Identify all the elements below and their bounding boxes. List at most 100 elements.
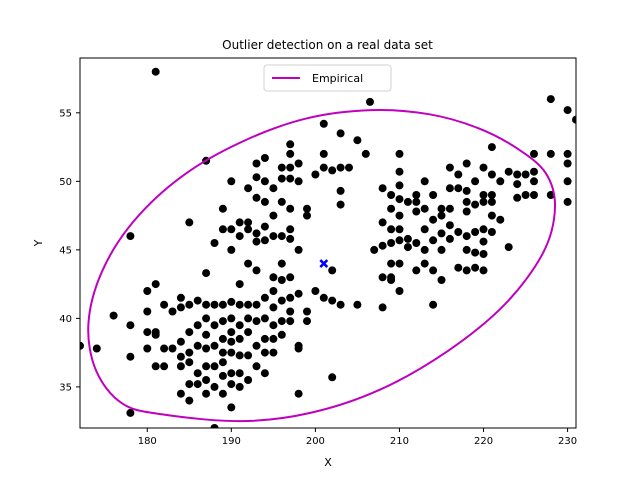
data-point xyxy=(471,177,480,186)
data-point xyxy=(80,341,84,350)
data-point xyxy=(445,184,454,193)
data-point xyxy=(437,276,446,284)
data-point xyxy=(572,115,576,124)
data-point xyxy=(412,191,421,199)
x-tick-label: 230 xyxy=(558,436,577,447)
data-point xyxy=(244,328,253,337)
data-point xyxy=(218,358,227,367)
data-point xyxy=(260,197,269,206)
data-point xyxy=(252,362,261,371)
data-point xyxy=(210,341,219,350)
data-point xyxy=(151,362,160,371)
data-point xyxy=(479,197,488,206)
data-point xyxy=(277,317,286,326)
data-point xyxy=(143,344,152,353)
data-point xyxy=(395,287,404,295)
legend: Empirical xyxy=(263,64,392,92)
data-point xyxy=(487,170,496,179)
data-point xyxy=(437,211,446,220)
plot-area xyxy=(80,67,576,428)
data-point xyxy=(235,300,244,309)
empirical-ellipse xyxy=(87,108,557,423)
data-point xyxy=(471,263,480,272)
data-point xyxy=(269,321,278,330)
data-point xyxy=(185,396,194,405)
data-point xyxy=(303,317,311,326)
data-point xyxy=(521,170,530,179)
data-point xyxy=(168,344,177,353)
data-point xyxy=(336,163,345,172)
data-point xyxy=(387,225,396,234)
data-point xyxy=(168,307,177,316)
data-point xyxy=(176,337,185,346)
data-point xyxy=(109,311,118,320)
data-point xyxy=(269,232,278,241)
y-tick-label: 55 xyxy=(59,108,72,119)
data-point xyxy=(218,334,227,343)
data-point xyxy=(286,140,295,149)
data-point xyxy=(319,163,328,172)
data-point xyxy=(454,170,463,179)
data-point xyxy=(361,149,370,158)
data-point xyxy=(445,234,454,243)
data-point xyxy=(487,197,496,206)
data-point xyxy=(429,215,438,224)
data-point xyxy=(185,348,194,357)
data-point xyxy=(471,228,480,236)
data-point xyxy=(420,259,429,268)
data-point xyxy=(277,197,286,206)
center-marker xyxy=(319,259,329,268)
data-point xyxy=(227,225,236,234)
data-point xyxy=(412,266,421,275)
data-point xyxy=(387,204,396,213)
data-point xyxy=(260,293,269,302)
data-point xyxy=(252,237,261,246)
data-point xyxy=(403,234,412,243)
data-point xyxy=(193,380,202,389)
data-point xyxy=(269,184,278,193)
data-point xyxy=(160,344,169,353)
data-point xyxy=(269,334,278,343)
data-point xyxy=(294,159,303,168)
data-point xyxy=(185,380,194,389)
data-point xyxy=(319,119,328,128)
data-point xyxy=(252,193,261,202)
data-point xyxy=(210,300,219,309)
data-point xyxy=(479,191,488,199)
data-point xyxy=(563,159,572,168)
data-point xyxy=(227,380,236,389)
y-tick-label: 35 xyxy=(59,382,72,393)
data-point xyxy=(185,300,194,309)
legend-frame xyxy=(263,64,392,92)
data-point xyxy=(395,236,404,245)
data-point xyxy=(445,163,454,172)
data-point xyxy=(260,236,269,245)
data-point xyxy=(437,245,446,254)
data-point xyxy=(235,334,244,343)
data-point xyxy=(336,300,345,309)
data-point xyxy=(445,221,454,230)
data-point xyxy=(345,163,353,172)
data-point xyxy=(437,204,446,213)
data-point xyxy=(227,328,236,337)
data-point xyxy=(227,245,236,254)
data-point xyxy=(395,181,404,190)
data-point xyxy=(235,382,244,391)
data-point xyxy=(378,303,387,312)
data-point xyxy=(311,170,320,179)
data-point xyxy=(202,344,211,353)
data-point xyxy=(286,234,295,243)
data-point xyxy=(202,300,211,309)
data-point xyxy=(176,303,185,312)
data-point xyxy=(429,266,438,275)
data-point xyxy=(471,200,480,209)
data-point xyxy=(487,211,496,220)
data-point xyxy=(513,180,522,189)
data-point xyxy=(210,239,219,247)
data-point xyxy=(252,229,261,238)
data-point xyxy=(92,344,101,353)
data-point xyxy=(235,321,244,330)
data-point xyxy=(277,276,286,284)
data-point xyxy=(487,191,496,199)
